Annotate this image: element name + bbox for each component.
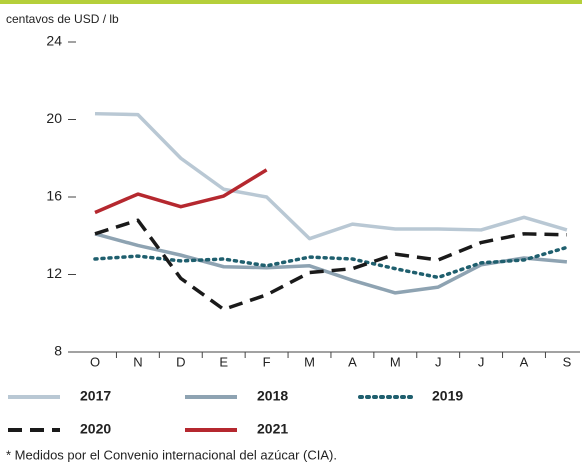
legend-label: 2017	[80, 388, 111, 404]
x-tick-label: O	[90, 354, 100, 369]
footnote: * Medidos por el Convenio internacional …	[6, 447, 337, 462]
series-line	[94, 218, 567, 312]
y-tick-label: 20	[46, 110, 62, 126]
legend-label: 2021	[257, 421, 288, 437]
series-line	[94, 168, 268, 215]
x-tick-label: J	[435, 354, 442, 369]
x-tick-label: J	[478, 354, 485, 369]
y-tick-label: 8	[54, 343, 62, 359]
x-tick-label: F	[263, 354, 271, 369]
series-line	[93, 245, 569, 280]
x-tick-label: N	[133, 354, 142, 369]
legend-label: 2018	[257, 388, 288, 404]
series-line	[94, 111, 568, 241]
x-tick-label: E	[219, 354, 228, 369]
x-tick-label: M	[304, 354, 315, 369]
legend-label: 2020	[80, 421, 111, 437]
y-tick-label: 12	[46, 265, 62, 281]
x-tick-label: D	[176, 354, 185, 369]
x-tick-label: A	[348, 354, 357, 369]
y-tick-label: 16	[46, 188, 62, 204]
x-tick-label: S	[563, 354, 572, 369]
x-tick-label: M	[390, 354, 401, 369]
y-axis-label: centavos de USD / lb	[6, 12, 119, 26]
top-bar	[0, 0, 582, 4]
x-tick-label: A	[520, 354, 529, 369]
y-tick-label: 24	[46, 33, 62, 49]
legend-label: 2019	[432, 388, 463, 404]
